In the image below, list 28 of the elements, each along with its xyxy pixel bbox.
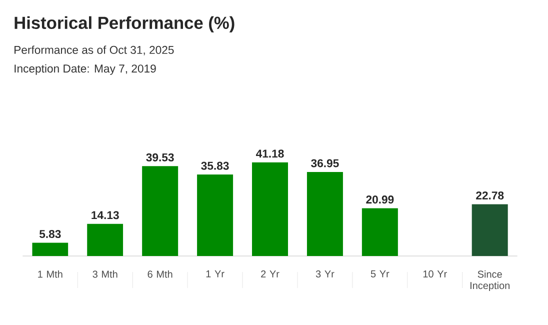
data-label: 22.78 bbox=[476, 191, 504, 200]
data-label: 5.83 bbox=[39, 230, 61, 238]
bar bbox=[32, 242, 68, 256]
x-tick-label: 6 Mth bbox=[148, 270, 172, 278]
data-label: 14.13 bbox=[92, 211, 119, 220]
x-tick-label: 3 Mth bbox=[92, 270, 118, 278]
data-label: 20.99 bbox=[366, 196, 394, 204]
x-tick-label: 1 Yr bbox=[206, 270, 224, 278]
bar bbox=[197, 174, 234, 256]
data-label: 35.83 bbox=[201, 162, 229, 170]
x-tick-label: Since Inception bbox=[470, 270, 510, 292]
bar bbox=[142, 166, 178, 256]
x-tick-label: 5 Yr bbox=[370, 270, 390, 278]
chart-title: Historical Performance (%) bbox=[14, 16, 234, 32]
bar bbox=[87, 224, 124, 256]
x-tick-label: 10 Yr bbox=[423, 270, 447, 278]
x-tick-label: 2 Yr bbox=[261, 270, 280, 278]
chart-subtitle: Performance as of Oct 31, 2025 bbox=[14, 46, 174, 56]
x-tick-label: 1 Mth bbox=[38, 270, 62, 278]
bar bbox=[472, 204, 508, 256]
data-label: 41.18 bbox=[256, 150, 284, 158]
bar bbox=[362, 208, 398, 256]
text: Inception Date: May 7, 2019 bbox=[14, 64, 156, 75]
data-label: 39.53 bbox=[146, 153, 174, 162]
bar bbox=[306, 172, 343, 256]
data-label: 36.95 bbox=[311, 159, 339, 168]
bar bbox=[252, 162, 288, 256]
x-tick-label: 3 Yr bbox=[316, 270, 334, 278]
